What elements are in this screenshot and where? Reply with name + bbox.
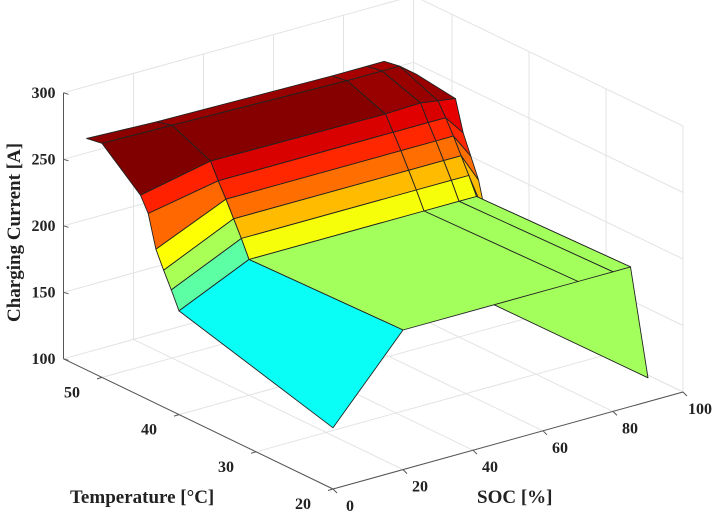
soc-axis-line xyxy=(332,391,684,490)
side-wall-grid-line xyxy=(421,0,684,127)
z-tick-label: 300 xyxy=(32,85,56,102)
z-tick-label: 150 xyxy=(32,284,56,301)
soc-tick-mark xyxy=(332,488,338,494)
tick-labels: 100 150 200 250 300 20 30 40 50 0 20 40 60 80 100 xyxy=(32,85,713,515)
soc-tick-mark xyxy=(682,391,688,397)
z-tick-label: 200 xyxy=(32,218,56,235)
z-tick-mark xyxy=(63,158,69,162)
temperature-tick-label: 50 xyxy=(64,384,80,401)
soc-tick-mark xyxy=(542,430,548,436)
z-tick-label: 250 xyxy=(32,151,56,168)
soc-tick-label: 60 xyxy=(552,440,568,457)
temperature-tick-label: 30 xyxy=(218,459,234,476)
z-tick-mark xyxy=(63,358,69,361)
side-wall-grid-line xyxy=(413,61,684,193)
axes xyxy=(63,92,688,494)
soc-tick-label: 0 xyxy=(346,498,354,515)
soc-tick-label: 80 xyxy=(622,420,638,437)
temperature-tick-label: 20 xyxy=(295,496,311,513)
soc-tick-mark xyxy=(612,411,618,416)
z-tick-mark xyxy=(63,291,69,295)
soc-axis-title: SOC [%] xyxy=(477,487,552,508)
surface xyxy=(86,60,649,429)
temperature-axis-line xyxy=(63,358,334,490)
floor-grid-line xyxy=(255,354,607,453)
z-axis-title: Charging Current [A] xyxy=(4,143,25,322)
z-tick-mark xyxy=(63,92,69,95)
soc-tick-label: 20 xyxy=(412,479,428,496)
temperature-tick-mark xyxy=(327,488,334,491)
surface-face xyxy=(178,259,404,429)
temperature-tick-mark xyxy=(173,414,180,417)
z-tick-mark xyxy=(63,225,69,228)
temperature-tick-mark xyxy=(96,376,103,380)
floor-grid-line xyxy=(133,338,404,471)
soc-tick-label: 40 xyxy=(482,459,498,476)
soc-tick-label: 100 xyxy=(688,401,712,418)
z-tick-label: 100 xyxy=(32,351,56,368)
soc-tick-mark xyxy=(472,449,478,455)
temperature-tick-label: 40 xyxy=(141,422,157,439)
temperature-axis-title: Temperature [°C] xyxy=(70,487,214,508)
temperature-tick-mark xyxy=(250,451,257,454)
back-wall-grid-line xyxy=(63,0,401,94)
soc-tick-mark xyxy=(402,469,408,474)
